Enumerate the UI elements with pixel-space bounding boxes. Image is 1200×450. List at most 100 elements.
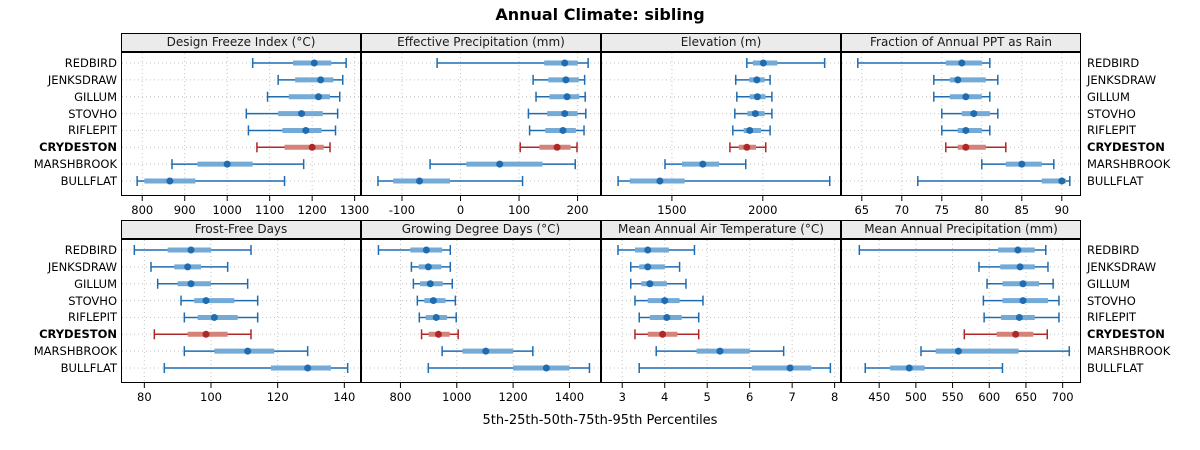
median-dot <box>432 313 440 321</box>
median-dot <box>434 330 442 338</box>
panel-strip-design-freeze-index-c: Design Freeze Index (°C) <box>121 33 361 52</box>
percentile-row-riflepit <box>732 125 771 136</box>
panel-border <box>841 239 1081 383</box>
median-dot <box>1015 313 1023 321</box>
panel-plot-effective-precipitation-mm: -100 0 100 200 <box>361 52 601 217</box>
row-label-gillum: GILLUM <box>74 276 117 291</box>
percentile-row-jenksdraw <box>629 261 681 272</box>
median-dot <box>223 160 231 168</box>
median-dot <box>905 364 913 372</box>
median-dot <box>308 143 316 151</box>
row-label-marshbrook: MARSHBROOK <box>1087 344 1171 359</box>
row-label-redbird: REDBIRD <box>1087 56 1140 70</box>
percentile-row-marshbrook <box>920 346 1071 357</box>
median-dot <box>426 280 434 288</box>
median-dot <box>202 330 210 338</box>
median-dot <box>716 347 724 355</box>
row-label-riflepit: RIFLEPIT <box>1087 310 1137 325</box>
percentile-row-redbird <box>251 58 347 68</box>
median-dot <box>954 76 962 84</box>
median-dot <box>646 280 654 288</box>
axis-tick-label: 90 <box>1054 203 1069 217</box>
percentile-row-stovho <box>634 295 704 306</box>
percentile-row-marshbrook <box>171 159 305 170</box>
percentile-row-bullflat <box>163 363 349 374</box>
axis-tick-label: 140 <box>333 390 355 404</box>
percentile-row-jenksdraw <box>150 261 229 272</box>
percentile-row-jenksdraw <box>734 74 771 85</box>
panel-plot-fraction-of-annual-ppt-as-rain: 65 70 75 80 85 90 <box>841 52 1081 217</box>
axis-tick-label: 800 <box>131 203 153 217</box>
axis-tick-label: 600 <box>978 390 1000 404</box>
panel-plot-elevation-m: 1500 2000 <box>601 52 841 217</box>
row-label-stovho: STOVHO <box>68 106 117 121</box>
percentile-row-marshbrook <box>429 159 576 170</box>
percentile-row-gillum <box>412 278 454 289</box>
row-label-riflepit: RIFLEPIT <box>67 310 117 325</box>
axis-tick-label: 2000 <box>748 203 777 217</box>
percentile-row-riflepit <box>418 312 457 323</box>
percentile-row-gillum <box>736 91 773 102</box>
median-dot <box>663 313 671 321</box>
axis-tick-label: 3 <box>619 390 626 404</box>
median-dot <box>753 76 761 84</box>
median-dot <box>743 143 751 151</box>
median-dot <box>644 263 652 271</box>
axis-tick-label: 800 <box>389 390 411 404</box>
median-dot <box>962 143 970 151</box>
percentile-row-marshbrook <box>441 346 534 357</box>
axis-tick-label: 8 <box>831 390 838 404</box>
axis-tick-label: 1200 <box>498 390 527 404</box>
percentiles-caption: 5th-25th-50th-75th-95th Percentiles <box>482 413 718 428</box>
median-dot <box>746 126 754 134</box>
panel-strip-frost-free-days: Frost-Free Days <box>121 220 361 239</box>
percentile-row-gillum <box>535 91 586 102</box>
median-dot <box>661 297 669 305</box>
axis-tick-label: 6 <box>746 390 753 404</box>
panel-border <box>121 239 361 383</box>
median-dot <box>644 246 652 254</box>
median-dot <box>298 110 306 118</box>
percentile-row-marshbrook <box>183 346 309 357</box>
row-label-redbird: REDBIRD <box>64 56 117 70</box>
panel-plot-mean-annual-precipitation-mm: 450 500 550 600 650 700 <box>841 239 1081 404</box>
axis-tick-label: 120 <box>267 390 289 404</box>
panel-strip-mean-annual-air-temperature-c: Mean Annual Air Temperature (°C) <box>601 220 841 239</box>
axis-tick-label: 5 <box>704 390 711 404</box>
panel-border <box>841 52 1081 196</box>
panel-border <box>601 239 841 383</box>
median-dot <box>970 110 978 118</box>
percentile-row-marshbrook <box>664 159 747 170</box>
median-dot <box>416 177 424 185</box>
percentile-row-bullflat <box>638 363 832 374</box>
axis-tick-label: 200 <box>567 203 589 217</box>
median-dot <box>1019 280 1027 288</box>
percentile-row-jenksdraw <box>410 261 452 272</box>
axis-tick-label: 0 <box>457 203 464 217</box>
row-label-bullflat: BULLFLAT <box>1087 361 1144 376</box>
percentile-row-crydeston <box>963 329 1048 340</box>
median-dot <box>310 59 318 67</box>
percentile-row-jenksdraw <box>978 261 1049 272</box>
median-dot <box>1018 160 1026 168</box>
median-dot <box>954 347 962 355</box>
axis-tick-label: 550 <box>942 390 964 404</box>
panel-plot-frost-free-days: 80 100 120 140 <box>121 239 361 404</box>
row-label-bullflat: BULLFLAT <box>60 361 117 376</box>
percentile-row-crydeston <box>153 329 252 340</box>
percentile-row-jenksdraw <box>532 74 586 85</box>
panel-plot-mean-annual-air-temperature-c: 3 4 5 6 7 8 <box>601 239 841 404</box>
axis-tick-label: 1000 <box>213 203 242 217</box>
row-label-jenksdraw: JENKSDRAW <box>1087 259 1157 274</box>
row-label-bullflat: BULLFLAT <box>60 174 117 189</box>
median-dot <box>1058 177 1066 185</box>
axis-tick-label: 100 <box>200 390 222 404</box>
percentile-row-stovho <box>416 295 457 306</box>
percentile-row-riflepit <box>941 125 991 136</box>
row-label-jenksdraw: JENKSDRAW <box>47 259 117 274</box>
percentile-row-bullflat <box>427 363 591 374</box>
percentile-row-stovho <box>982 295 1060 306</box>
row-label-stovho: STOVHO <box>68 293 117 308</box>
percentile-row-redbird <box>746 58 826 68</box>
axis-tick-label: 500 <box>905 390 927 404</box>
